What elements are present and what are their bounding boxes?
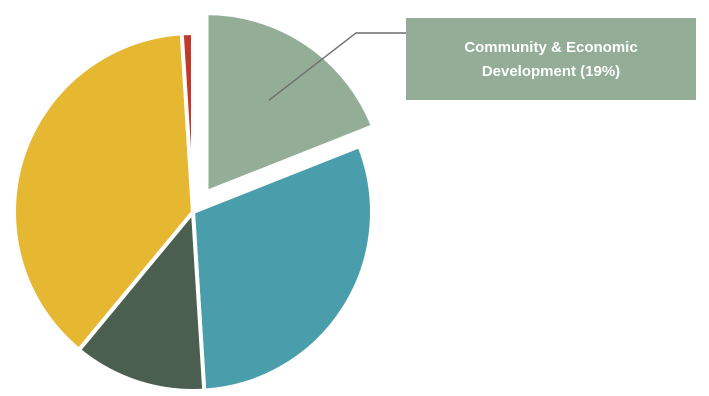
callout-leader-line	[268, 32, 406, 101]
callout-label-line-2: Development (19%)	[482, 63, 620, 80]
callout-label-line-1: Community & Economic	[464, 39, 637, 56]
pie-slice	[179, 30, 195, 213]
slice-callout: Community & Economic Development (19%)	[268, 18, 696, 101]
pie-slice	[12, 31, 196, 353]
callout-box	[406, 18, 696, 100]
pie-slice	[204, 11, 376, 196]
pie-slice	[190, 143, 374, 393]
pie-slices	[12, 11, 376, 393]
